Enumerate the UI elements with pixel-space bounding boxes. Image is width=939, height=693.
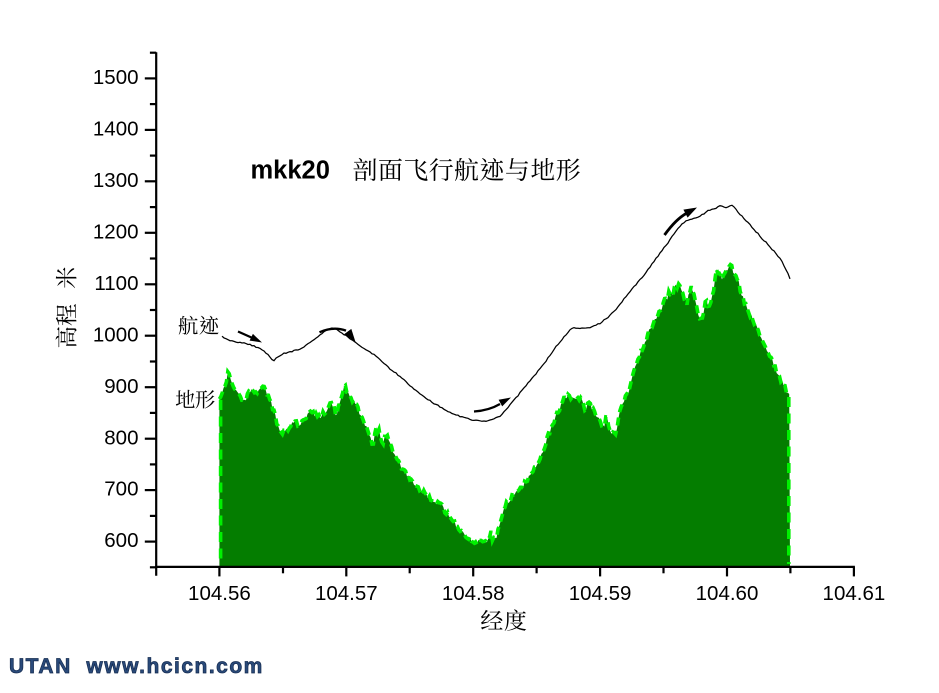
svg-text:104.57: 104.57 (315, 582, 378, 605)
svg-text:1000: 1000 (93, 323, 139, 346)
svg-text:700: 700 (104, 478, 138, 501)
svg-text:104.60: 104.60 (696, 582, 759, 605)
svg-text:900: 900 (104, 375, 138, 398)
svg-text:800: 800 (104, 426, 138, 449)
svg-text:1400: 1400 (93, 118, 139, 141)
svg-text:104.56: 104.56 (188, 582, 251, 605)
svg-text:1100: 1100 (94, 272, 138, 295)
svg-text:104.58: 104.58 (442, 582, 505, 605)
svg-text:600: 600 (104, 529, 138, 552)
svg-text:1500: 1500 (93, 66, 139, 89)
svg-text:mkk20: mkk20 (251, 157, 330, 185)
svg-text:UTAN www.hcicn.com: UTAN www.hcicn.com (9, 655, 264, 678)
svg-text:1300: 1300 (93, 169, 139, 192)
svg-text:1200: 1200 (93, 220, 139, 243)
svg-text:104.59: 104.59 (569, 582, 632, 605)
svg-text:104.61: 104.61 (823, 582, 886, 605)
